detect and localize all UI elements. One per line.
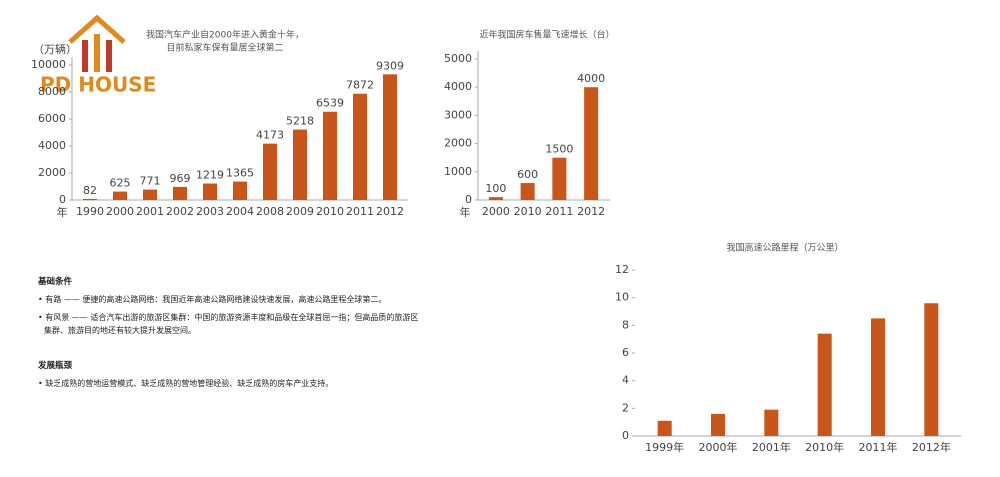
data-label: 625 [110, 177, 131, 190]
bar [203, 183, 217, 200]
x-tick-label: 2001 [136, 205, 164, 218]
data-label: 5218 [286, 115, 314, 128]
y-tick-label: 2 [622, 401, 629, 414]
y-axis-label: （万辆） [33, 42, 77, 56]
y-tick-label: 2000 [38, 166, 66, 179]
x-tick-label: 2003 [196, 205, 224, 218]
logo-mark [94, 34, 100, 72]
data-label: 9309 [376, 59, 404, 72]
bullet-item: • 有风景 —— 适合汽车出游的旅游区集群：中国的旅游资源丰度和品级在全球首屈一… [38, 313, 419, 335]
x-axis-label: 年 [57, 205, 68, 219]
bar [711, 413, 725, 436]
y-tick-label: 3000 [444, 108, 472, 121]
data-label: 1219 [196, 169, 224, 182]
x-tick-label: 2004 [226, 205, 254, 218]
section-heading: 基础条件 [38, 277, 73, 287]
section: 发展瓶颈 • 缺乏成熟的营地运营模式、缺乏成熟的营地管理经验、缺乏成熟的房车产业支… [38, 360, 423, 395]
x-tick-label: 2002 [166, 205, 194, 218]
bullet-item: • 缺乏成熟的营地运营模式、缺乏成熟的营地管理经验、缺乏成熟的房车产业支持。 [38, 379, 334, 388]
bar [293, 129, 307, 200]
x-tick-label: 2001年 [752, 440, 791, 454]
chart-title: 我国汽车产业自2000年进入黄金十年， [146, 29, 304, 41]
bar [383, 74, 397, 200]
bar [817, 333, 832, 436]
x-tick-label: 2009 [286, 205, 314, 218]
data-label: 1365 [226, 167, 254, 180]
logo-mark [82, 40, 88, 72]
y-tick-label: 8 [622, 318, 629, 331]
y-tick-label: 0 [59, 193, 66, 206]
x-tick-label: 2011年 [859, 440, 898, 454]
y-tick-label: 1000 [444, 165, 472, 178]
y-tick-label: 6000 [38, 112, 66, 125]
section: 基础条件 • 有路 —— 便捷的高速公路网络：我国近年高速公路网络建设快速发展，高… [38, 276, 423, 342]
data-label: 969 [170, 172, 191, 185]
data-label: 7872 [346, 79, 374, 92]
x-tick-label: 2000年 [699, 440, 738, 454]
x-tick-label: 2000 [106, 205, 134, 218]
chart-title: 我国高速公路里程（万公里） [726, 242, 843, 254]
x-tick-label: 2012 [376, 205, 404, 218]
x-tick-label: 2011 [346, 205, 374, 218]
data-label: 82 [83, 184, 97, 197]
y-tick-label: 5000 [444, 52, 472, 65]
data-label: 4173 [256, 129, 284, 142]
bar [233, 181, 247, 200]
bar [871, 318, 885, 436]
logo-roof [68, 14, 126, 44]
data-label: 100 [485, 182, 506, 195]
bullet-item: • 有路 —— 便捷的高速公路网络：我国近年高速公路网络建设快速发展，高速公路里… [38, 295, 387, 304]
x-tick-label: 2011 [545, 205, 573, 218]
x-tick-label: 2010年 [805, 440, 844, 454]
y-tick-label: 4 [622, 374, 629, 387]
x-tick-label: 1999年 [645, 440, 684, 454]
bar [552, 157, 567, 200]
y-tick-label: 4000 [38, 139, 66, 152]
logo-text: PD HOUSE [40, 73, 156, 97]
bar [263, 143, 277, 200]
data-label: 4000 [577, 72, 605, 85]
data-label: 771 [140, 175, 161, 188]
bar [584, 87, 599, 200]
data-label: 6539 [316, 97, 344, 110]
x-tick-label: 2012 [577, 205, 605, 218]
bar [323, 111, 337, 200]
y-tick-label: 4000 [444, 80, 472, 93]
chart-title: 近年我国房车售量飞速增长（台） [479, 29, 614, 41]
bar [488, 197, 503, 200]
bar [657, 420, 672, 436]
chart-title: 目前私家车保有量居全球第二 [166, 42, 283, 54]
bar [113, 191, 127, 200]
x-tick-label: 2012年 [912, 440, 951, 454]
logo: PD HOUSE [40, 14, 156, 97]
section-heading: 发展瓶颈 [38, 361, 73, 371]
x-tick-label: 1990 [76, 205, 104, 218]
bar [83, 198, 97, 200]
y-tick-label: 10 [615, 291, 629, 304]
x-tick-label: 2010 [514, 205, 542, 218]
logo-mark [106, 40, 112, 72]
x-tick-label: 2008 [256, 205, 284, 218]
bar [764, 409, 779, 436]
y-tick-label: 10000 [31, 58, 66, 71]
y-tick-label: 0 [622, 429, 629, 442]
y-tick-label: 12 [615, 263, 629, 276]
data-label: 600 [517, 168, 538, 181]
y-tick-label: 6 [622, 346, 629, 359]
x-axis-label: 年 [460, 205, 471, 219]
bar [143, 189, 157, 200]
bar [353, 93, 367, 200]
bar [173, 186, 187, 200]
x-tick-label: 2010 [316, 205, 344, 218]
bar [924, 303, 939, 436]
bar [520, 183, 535, 200]
y-tick-label: 2000 [444, 137, 472, 150]
y-tick-label: 0 [465, 193, 472, 206]
data-label: 1500 [545, 143, 573, 156]
y-tick-label: 8000 [38, 85, 66, 98]
x-tick-label: 2000 [482, 205, 510, 218]
